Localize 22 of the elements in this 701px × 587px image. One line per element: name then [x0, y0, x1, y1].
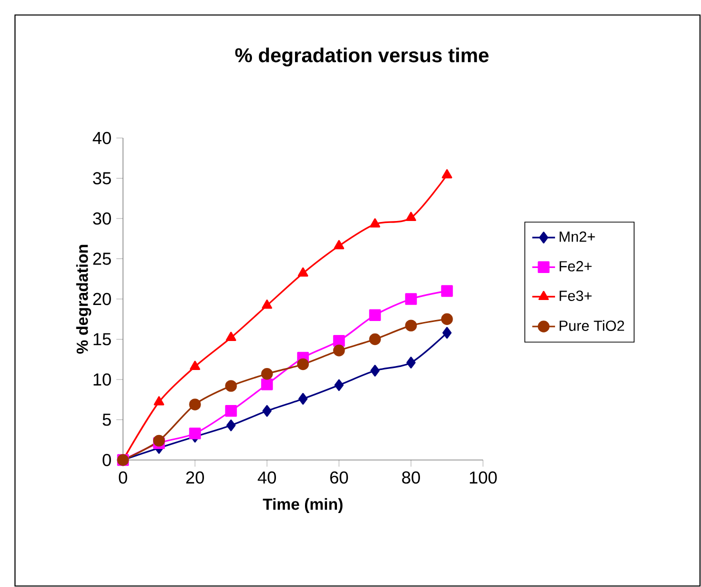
legend-label: Fe2+: [560, 261, 592, 272]
x-tick-label: 40: [258, 471, 276, 484]
x-tick-label: 0: [118, 471, 128, 484]
chart-title: % degradation versus time: [235, 48, 489, 66]
y-tick-label: 10: [94, 373, 111, 386]
x-axis-title: Time (min): [262, 498, 342, 514]
y-tick-label: 5: [102, 414, 111, 426]
y-tick-label: 15: [94, 333, 111, 346]
y-tick-label: 0: [102, 454, 111, 466]
y-axis-title: % degradation: [76, 244, 92, 354]
legend-label: Mn2+: [560, 231, 595, 242]
x-tick-label: 60: [330, 471, 348, 484]
x-tick-label: 100: [470, 471, 497, 484]
y-tick-label: 20: [93, 292, 111, 306]
x-tick-label: 80: [402, 471, 420, 484]
y-tick-label: 40: [92, 132, 111, 144]
y-tick-label: 35: [93, 172, 111, 184]
x-tick-label: 20: [186, 471, 204, 484]
y-tick-label: 25: [93, 252, 111, 265]
y-tick-label: 30: [93, 212, 111, 225]
legend-label: Fe3+: [560, 290, 592, 301]
legend-label: Pure TiO2: [560, 320, 624, 331]
